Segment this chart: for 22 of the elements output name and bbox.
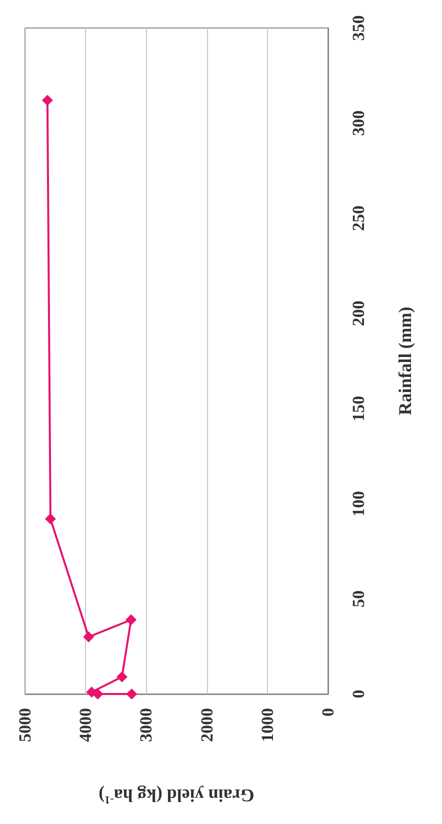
y-tick-label: 0 xyxy=(349,690,368,698)
point xyxy=(83,631,94,642)
y-axis-title: Rainfall (mm) xyxy=(395,306,415,416)
point xyxy=(126,688,138,700)
y-tick-label: 150 xyxy=(349,396,368,422)
y-tick-label: 300 xyxy=(349,110,368,136)
x-tick-label: 3000 xyxy=(136,708,156,742)
x-tick-label: 1000 xyxy=(258,708,277,742)
y-tick-label: 350 xyxy=(349,15,368,41)
x-tick-label: 5000 xyxy=(16,708,34,742)
y-tick-label: 100 xyxy=(349,490,368,516)
point xyxy=(42,94,53,106)
y-tick-label: 50 xyxy=(349,590,368,608)
y-tick-label: 250 xyxy=(349,206,368,232)
y-tick-label: 200 xyxy=(349,300,368,326)
x-tick-label: 0 xyxy=(318,708,338,716)
x-tick-label: 2000 xyxy=(197,708,216,742)
point xyxy=(126,614,137,626)
point xyxy=(116,671,128,682)
x-tick-label: 4000 xyxy=(76,708,96,742)
x-axis-title: Grain yield (kg ha-1) xyxy=(98,786,254,806)
point xyxy=(44,513,56,524)
